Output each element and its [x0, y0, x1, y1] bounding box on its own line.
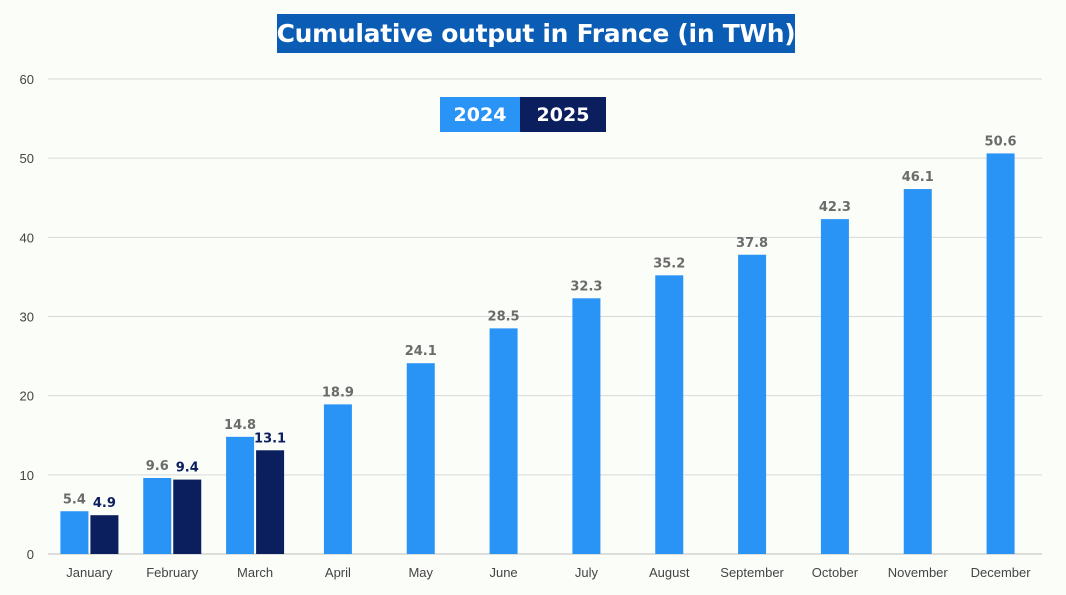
bar-2024-september [738, 254, 767, 554]
x-tick-label-may: May [408, 565, 433, 580]
bar-2024-may [406, 363, 435, 554]
data-label-2024-april: 18.9 [322, 385, 354, 400]
bar-2025-february [173, 479, 202, 554]
x-tick-label-september: September [720, 565, 784, 580]
data-label-2024-august: 35.2 [653, 256, 685, 271]
data-label-2025-january: 4.9 [93, 496, 116, 511]
y-tick-label: 40 [20, 230, 34, 245]
bar-2024-march [226, 436, 255, 554]
data-label-2024-march: 14.8 [224, 418, 256, 433]
x-tick-label-january: January [66, 565, 113, 580]
x-tick-label-november: November [888, 565, 949, 580]
legend-item-2025: 2025 [520, 97, 606, 132]
data-label-2025-march: 13.1 [254, 431, 286, 446]
data-label-2024-october: 42.3 [819, 200, 851, 215]
x-tick-label-october: October [812, 565, 859, 580]
bar-2025-january [90, 515, 119, 554]
bar-2024-july [572, 298, 601, 554]
bars [60, 153, 1015, 554]
y-tick-label: 30 [20, 310, 34, 325]
bar-2024-april [323, 404, 352, 554]
data-label-2024-january: 5.4 [63, 492, 86, 507]
bar-2024-january [60, 511, 89, 554]
y-tick-label: 0 [27, 547, 34, 562]
y-tick-label: 60 [20, 72, 34, 87]
y-tick-label: 50 [20, 151, 34, 166]
bar-2025-march [256, 450, 285, 554]
bar-2024-february [143, 478, 172, 554]
legend-item-2024: 2024 [440, 97, 520, 132]
bar-2024-october [820, 219, 849, 554]
bar-2024-june [489, 328, 518, 554]
data-label-2024-september: 37.8 [736, 236, 768, 251]
x-tick-label-june: June [489, 565, 517, 580]
data-label-2024-may: 24.1 [405, 344, 437, 359]
x-tick-label-march: March [237, 565, 273, 580]
y-axis-ticks: 0 10 20 30 40 50 60 [20, 72, 34, 562]
x-tick-label-july: July [575, 565, 599, 580]
data-label-2024-july: 32.3 [570, 279, 602, 294]
y-tick-label: 10 [20, 468, 34, 483]
chart-title: Cumulative output in France (in TWh) [277, 14, 796, 53]
x-tick-label-august: August [649, 565, 690, 580]
bar-2024-december [986, 153, 1015, 554]
data-label-2024-december: 50.6 [985, 134, 1017, 149]
x-tick-label-december: December [971, 565, 1032, 580]
x-axis-ticks: January February March April May June July Augu… [66, 565, 1031, 580]
data-label-2024-june: 28.5 [488, 309, 520, 324]
bar-2024-august [655, 275, 684, 554]
data-label-2024-february: 9.6 [146, 459, 169, 474]
data-label-2025-february: 9.4 [176, 461, 199, 476]
legend: 2024 2025 [440, 97, 606, 132]
gridlines [48, 78, 1042, 555]
x-tick-label-february: February [146, 565, 199, 580]
data-label-2024-november: 46.1 [902, 170, 934, 185]
bar-2024-november [903, 189, 932, 554]
y-tick-label: 20 [20, 389, 34, 404]
x-tick-label-april: April [325, 565, 351, 580]
data-labels: 5.4 4.9 9.6 9.4 14.813.1 18.9 24.1 28.5 32.3 35.2… [63, 134, 1017, 511]
